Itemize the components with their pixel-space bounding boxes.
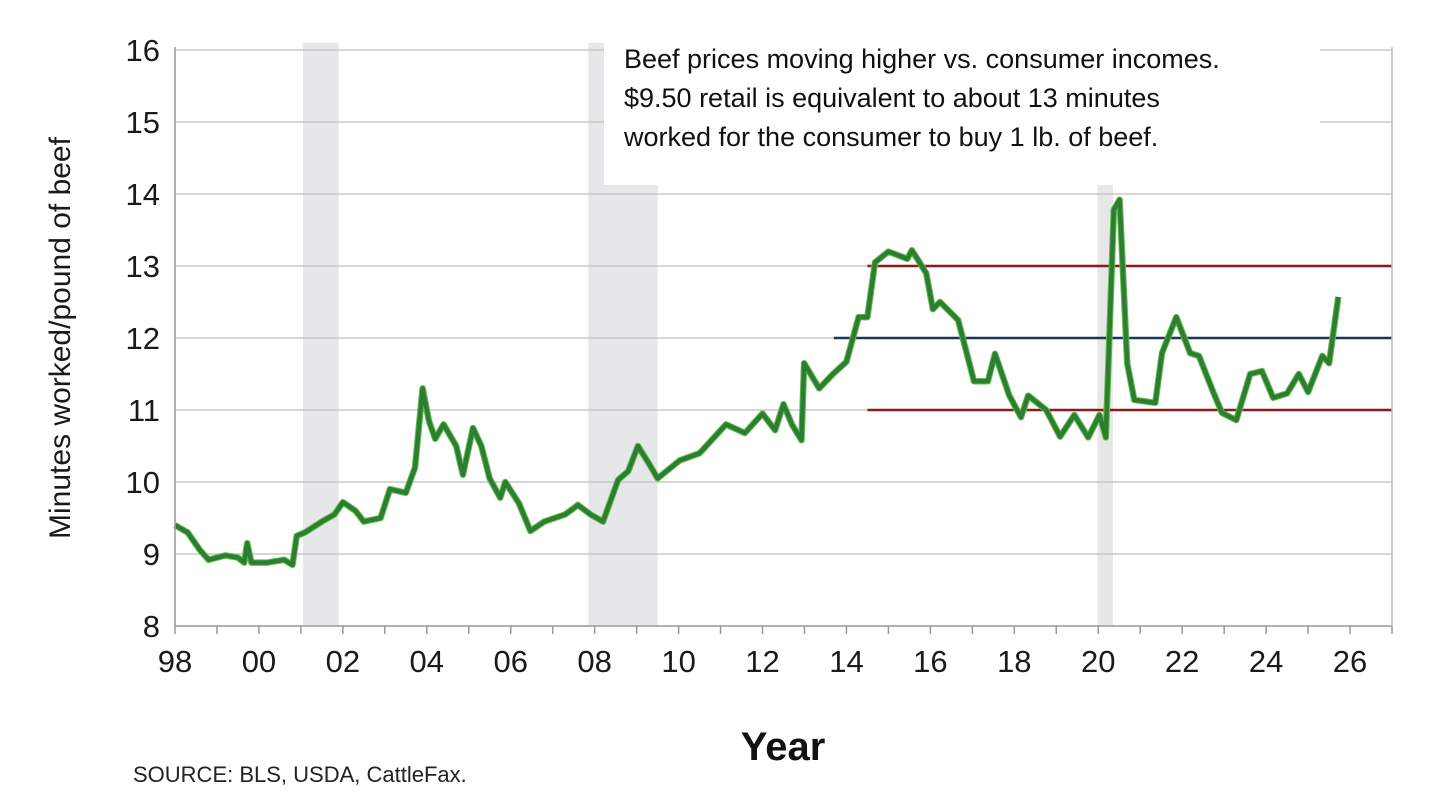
recession-band: [302, 42, 339, 627]
y-tick-label: 11: [128, 393, 160, 428]
x-tick-labels: 98 00 02 04 06 08 10 12 14 16 18 20 22 24 26: [158, 644, 1368, 679]
x-tick-label: 24: [1249, 644, 1283, 679]
x-tick-label: 14: [829, 644, 863, 679]
annotation-background: [604, 38, 1320, 185]
y-tick-label: 15: [126, 105, 160, 140]
x-tick-label: 02: [326, 644, 360, 679]
y-tick-label: 10: [126, 465, 160, 500]
axes: [174, 47, 1393, 634]
y-tick-label: 13: [126, 249, 160, 284]
y-tick-label: 9: [143, 537, 160, 572]
series-line-path: [173, 197, 1341, 568]
x-tick-label: 20: [1081, 644, 1115, 679]
x-tick-label: 18: [997, 644, 1031, 679]
x-tick-label: 98: [158, 644, 192, 679]
annotation-line-2: $9.50 retail is equivalent to about 13 m…: [624, 83, 1160, 113]
series-line: [173, 196, 1342, 569]
y-tick-label: 8: [143, 609, 160, 644]
annotation-line-3: worked for the consumer to buy 1 lb. of …: [623, 122, 1158, 152]
x-axis-label: Year: [741, 725, 826, 769]
y-tick-label: 12: [126, 321, 160, 356]
x-tick-label: 00: [242, 644, 276, 679]
series-line-glow: [173, 196, 1342, 569]
annotation-line-1: Beef prices moving higher vs. consumer i…: [624, 44, 1220, 74]
recession-band: [1097, 42, 1113, 627]
x-tick-label: 12: [745, 644, 779, 679]
x-tick-label: 22: [1165, 644, 1199, 679]
y-axis-label: Minutes worked/pound of beef: [44, 136, 77, 539]
reference-lines: [833, 264, 1392, 412]
y-tick-labels: 8 9 10 11 12 13 14 15 16: [126, 33, 160, 644]
y-tick-label: 14: [126, 177, 160, 212]
source-note: SOURCE: BLS, USDA, CattleFax.: [133, 762, 467, 787]
x-tick-label: 16: [913, 644, 947, 679]
x-tick-label: 04: [410, 644, 444, 679]
y-tick-label: 16: [126, 33, 160, 68]
x-tick-label: 26: [1333, 644, 1367, 679]
x-tick-label: 06: [493, 644, 527, 679]
x-tick-label: 08: [577, 644, 611, 679]
x-tick-label: 10: [661, 644, 695, 679]
